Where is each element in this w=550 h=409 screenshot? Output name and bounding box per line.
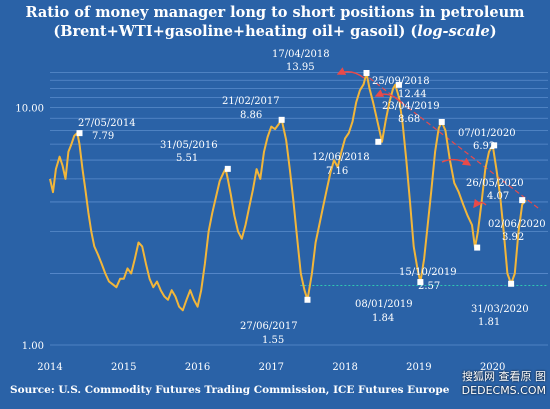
annotation-date-2018-sep: 25/09/2018: [372, 76, 430, 87]
watermark: 搜狐网 查看原 图 DEDECMS.COM: [462, 370, 546, 398]
y-tick-label-1: 10.00: [15, 103, 44, 114]
highlight-marker-8: [438, 118, 445, 125]
x-tick-label-2017: 2017: [259, 362, 284, 373]
annotation-date-2019-oct: 15/10/2019: [399, 267, 457, 278]
subtitle-main: (Brent+WTI+gasoline+heating oil+ gasoil)…: [53, 23, 418, 40]
annotation-date-2020-mar: 31/03/2020: [471, 304, 529, 315]
annotation-date-2017-jun: 27/06/2017: [240, 321, 298, 332]
annotation-arrow-1: [374, 89, 403, 104]
annotation-date-2020-jan: 07/01/2020: [458, 128, 516, 139]
x-tick-label-2016: 2016: [185, 362, 210, 373]
annotation-value-2020-mar: 1.81: [478, 317, 500, 328]
annotation-date-2020-may: 26/05/2020: [466, 178, 524, 189]
y-tick-label-0: 1.00: [22, 341, 44, 352]
annotation-value-2018-sep: 12.44: [398, 89, 427, 100]
highlight-marker-12: [519, 197, 526, 204]
highlight-marker-7: [417, 279, 424, 286]
x-tick-label-2019: 2019: [406, 362, 431, 373]
highlight-marker-11: [508, 280, 515, 287]
annotation-date-2019-jan: 08/01/2019: [355, 299, 413, 310]
chart-title: Ratio of money manager long to short pos…: [25, 4, 525, 21]
annotation-date-2019-apr: 23/04/2019: [382, 101, 440, 112]
annotation-labels: 27/05/2014 7.79 31/05/2016 5.51 21/02/20…: [78, 49, 546, 346]
highlight-marker-2: [278, 116, 285, 123]
annotation-date-2014: 27/05/2014: [78, 118, 136, 129]
annotation-value-2019-jan: 1.84: [372, 313, 394, 324]
annotation-value-2018-jun: 7.16: [326, 166, 348, 177]
x-tick-label-2020: 2020: [480, 362, 505, 373]
annotation-value-2017-feb: 8.86: [240, 110, 262, 121]
annotation-value-2020-jan: 6.92: [473, 141, 495, 152]
highlight-markers: [76, 69, 526, 303]
annotation-date-2016: 31/05/2016: [160, 140, 218, 151]
highlight-marker-1: [224, 165, 231, 172]
subtitle-log-scale: log-scale: [417, 23, 490, 40]
x-tick-label-2014: 2014: [37, 362, 62, 373]
annotation-date-2017-feb: 21/02/2017: [222, 96, 280, 107]
annotation-arrow-2: [441, 157, 472, 166]
annotation-arrow-0: [336, 67, 365, 79]
highlight-marker-4: [363, 69, 370, 76]
highlight-marker-5: [375, 138, 382, 145]
highlight-marker-3: [304, 296, 311, 303]
axes: 1.00 10.00 2014 2015 2016 2017 2018 2019 2020: [15, 103, 505, 373]
annotation-date-2020-jun: 02/06/2020: [488, 219, 546, 230]
annotation-arrows: [336, 67, 487, 209]
highlight-marker-10: [491, 142, 498, 149]
annotation-value-2019-oct: 2.57: [418, 281, 440, 292]
highlight-marker-6: [395, 81, 402, 88]
highlight-marker-0: [76, 130, 83, 137]
annotation-value-2017-jun: 1.55: [262, 335, 284, 346]
annotation-arrow-3: [473, 198, 487, 209]
x-tick-label-2018: 2018: [332, 362, 357, 373]
annotation-value-2019-apr: 8.68: [398, 114, 420, 125]
highlight-marker-9: [474, 244, 481, 251]
annotation-value-2014: 7.79: [92, 131, 114, 142]
annotation-value-2020-jun: 3.92: [502, 232, 524, 243]
annotation-date-2018-jun: 12/06/2018: [312, 152, 370, 163]
source-note: Source: U.S. Commodity Futures Trading C…: [10, 384, 450, 396]
subtitle-end: ): [489, 23, 497, 40]
watermark-line2: DEDECMS.COM: [461, 384, 546, 397]
annotation-value-2018-apr: 13.95: [286, 62, 315, 73]
x-tick-label-2015: 2015: [111, 362, 136, 373]
annotation-value-2020-may: 4.07: [487, 191, 509, 202]
chart-subtitle: (Brent+WTI+gasoline+heating oil+ gasoil)…: [0, 22, 550, 41]
annotation-date-2018-apr: 17/04/2018: [272, 49, 330, 60]
watermark-line1: 搜狐网 查看原 图: [462, 370, 546, 383]
annotation-value-2016: 5.51: [176, 153, 198, 164]
